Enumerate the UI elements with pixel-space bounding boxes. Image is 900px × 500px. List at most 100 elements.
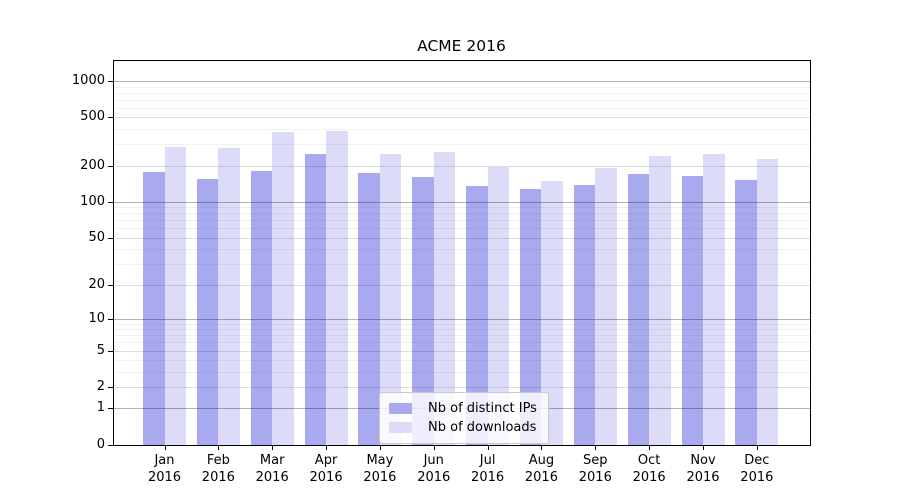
bar-downloads-may [379,153,402,445]
bar-distinct-ips-sep [573,184,596,445]
y-tick-label-1000: 1000 [71,72,105,88]
y-tick-label-50: 50 [88,229,105,245]
x-tick-may [379,446,381,450]
bar-downloads-sep [595,167,617,445]
x-tick-label-dec: Dec 2016 [740,453,774,485]
bar-distinct-ips-jun [412,176,434,445]
gridline-minor-y-60 [114,228,810,229]
gridline-minor-y-800 [114,93,810,94]
bar-downloads-jun [433,151,456,445]
x-tick-label-feb: Feb 2016 [201,453,235,485]
x-tick-feb [218,446,220,450]
y-tick-100 [108,201,113,203]
gridline-y-500 [114,117,810,118]
gridline-minor-y-4 [114,360,810,361]
legend-label: Nb of distinct IPs [428,401,537,416]
gridline-minor-y-80 [114,213,810,214]
y-tick-label-2: 2 [96,379,105,395]
axis-spine-left [113,60,114,446]
x-tick-label-nov: Nov 2016 [686,453,720,485]
x-tick-label-aug: Aug 2016 [524,453,558,485]
y-tick-label-0: 0 [96,437,105,452]
gridline-minor-y-9 [114,324,810,325]
y-tick-1000 [108,80,113,82]
bar-distinct-ips-jan [143,171,165,445]
bar-downloads-feb [218,147,240,445]
y-tick-1 [108,408,113,410]
y-tick-label-5: 5 [96,342,105,358]
bar-distinct-ips-nov [681,175,703,445]
y-tick-500 [108,117,113,119]
gridline-y-2 [114,387,810,388]
y-tick-20 [108,284,113,286]
gridline-minor-y-300 [114,144,810,145]
bar-downloads-mar [272,132,294,445]
bar-distinct-ips-mar [250,170,273,445]
x-tick-label-jun: Jun 2016 [417,453,451,485]
y-tick-0 [108,445,113,446]
gridline-minor-y-8 [114,329,810,330]
legend: Nb of distinct IPs Nb of downloads [379,392,549,444]
x-tick-label-jan: Jan 2016 [147,453,182,485]
x-tick-mar [272,446,274,450]
bar-downloads-aug [541,180,563,445]
gridline-minor-y-700 [114,100,810,101]
gridline-minor-y-30 [114,264,810,265]
x-tick-dec [756,446,758,450]
y-tick-label-1: 1 [96,400,105,416]
bar-distinct-ips-jul [466,186,488,445]
legend-swatch-icon [389,403,412,414]
gridline-minor-y-7 [114,335,810,336]
axis-spine-top [113,60,811,61]
x-tick-label-mar: Mar 2016 [255,453,289,485]
gridline-y-1000 [114,81,810,82]
gridline-minor-y-900 [114,87,810,88]
gridline-y-5 [114,351,810,352]
y-tick-200 [108,165,113,167]
gridline-minor-y-90 [114,207,810,208]
gridline-minor-y-600 [114,108,810,109]
bar-downloads-apr [326,131,348,445]
bar-downloads-oct [649,155,671,445]
x-tick-label-may: May 2016 [363,453,397,485]
gridline-minor-y-40 [114,249,810,250]
bar-downloads-jan [164,146,186,445]
gridline-y-200 [114,166,810,167]
axis-spine-right [810,60,811,446]
x-tick-nov [703,446,704,450]
y-tick-5 [108,350,113,352]
y-tick-50 [108,237,113,239]
x-tick-sep [595,446,597,450]
x-tick-label-sep: Sep 2016 [578,453,612,485]
x-tick-apr [326,446,328,450]
bar-distinct-ips-aug [519,188,542,445]
legend-row-distinct-ips: Nb of distinct IPs [389,399,537,418]
axis-spine-bottom [113,445,811,446]
x-tick-jan [164,446,166,450]
x-tick-label-apr: Apr 2016 [309,453,343,485]
gridline-y-20 [114,285,810,286]
x-tick-label-oct: Oct 2016 [632,453,666,485]
gridline-minor-y-3 [114,372,810,373]
bar-downloads-nov [703,153,725,445]
y-tick-label-20: 20 [88,276,105,292]
bar-distinct-ips-may [358,172,380,445]
gridline-y-10 [114,319,810,320]
legend-row-downloads: Nb of downloads [389,418,537,437]
gridline-minor-y-70 [114,220,810,221]
gridline-y-100 [114,202,810,203]
bar-distinct-ips-apr [304,154,327,445]
x-tick-oct [649,446,651,450]
y-tick-label-200: 200 [80,157,105,173]
bar-distinct-ips-feb [196,178,219,445]
y-tick-label-500: 500 [80,109,105,125]
gridline-y-50 [114,238,810,239]
legend-label: Nb of downloads [428,420,537,435]
x-tick-jul [487,446,489,450]
x-tick-jun [433,446,435,450]
y-tick-label-10: 10 [88,310,105,326]
bar-distinct-ips-oct [627,173,650,445]
bar-distinct-ips-dec [735,180,757,445]
gridline-minor-y-6 [114,342,810,343]
